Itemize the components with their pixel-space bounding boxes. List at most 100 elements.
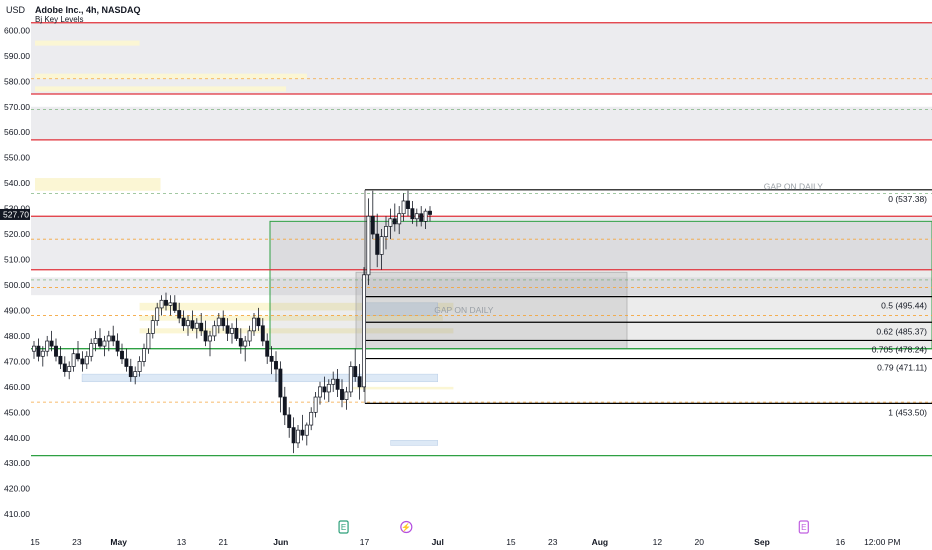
candle-body [76, 353, 80, 360]
candle-body [212, 325, 217, 337]
gap-box-daily [355, 271, 628, 350]
fib-label: 0.5 (495.44) [881, 301, 927, 311]
y-tick-label: 430.00 [4, 458, 30, 468]
candles-layer [32, 190, 432, 454]
pale-blue-box [390, 440, 438, 446]
zones-layer [31, 22, 932, 296]
labels-layer: 0 (537.38) 0.5 (495.44) 0.62 (485.37) 0.705… [434, 182, 927, 418]
currency-label[interactable]: USD [6, 5, 26, 15]
candle-body [159, 299, 164, 309]
candle-body [155, 307, 160, 322]
x-tick-label: 23 [548, 537, 558, 547]
candle-body [410, 208, 415, 220]
candle-body [203, 330, 208, 342]
gray-zone [31, 216, 932, 270]
event-label: E [341, 523, 346, 532]
candle-body [186, 320, 190, 327]
candle-body [45, 340, 50, 352]
candle-body [344, 391, 349, 400]
candle-body [414, 213, 419, 220]
candle-body [282, 396, 287, 416]
candle-body [177, 310, 182, 319]
event-label: E [801, 523, 806, 532]
candle-body [93, 338, 98, 344]
candle-body [392, 218, 397, 225]
pale-yellow-box [35, 86, 287, 92]
fib-label: 1 (453.50) [888, 407, 927, 417]
gray-zone [31, 106, 932, 140]
candle-body [194, 322, 199, 329]
levels-layer [31, 22, 932, 457]
candle-body [322, 386, 327, 393]
candle-body [32, 345, 36, 352]
candle-body [137, 361, 142, 372]
y-tick-label: 580.00 [4, 76, 30, 86]
y-tick-label: 550.00 [4, 153, 30, 163]
symbol-title[interactable]: Adobe Inc., 4h, NASDAQ [35, 5, 141, 15]
y-tick-label: 440.00 [4, 433, 30, 443]
pale-yellow-box [139, 328, 454, 334]
pale-yellow-box [139, 315, 443, 321]
candle-body [124, 358, 129, 367]
y-tick-label: 480.00 [4, 331, 30, 341]
candle-body [291, 427, 296, 444]
candle-body [146, 333, 151, 350]
candle-body [287, 414, 292, 428]
candle-body [300, 429, 305, 436]
candle-body [357, 376, 362, 388]
candle-body [238, 338, 243, 347]
pale-blue-box [81, 373, 438, 383]
earnings-event-icon [338, 520, 349, 534]
candle-body [247, 330, 252, 342]
x-tick-label: Sep [754, 537, 770, 547]
candle-body [362, 274, 366, 388]
x-tick-label: Aug [592, 537, 609, 547]
candle-body [84, 355, 89, 365]
candle-body [172, 302, 177, 311]
gap-annotation: GAP ON DAILY [434, 305, 494, 315]
current-price-badge [0, 208, 30, 220]
candle-body [71, 353, 76, 367]
candle-body [326, 383, 331, 393]
candle-body [234, 327, 239, 339]
pale-yellow-box [35, 73, 307, 79]
candle-body [375, 233, 380, 255]
candle-body [243, 340, 248, 347]
candle-body [102, 340, 107, 347]
candle-body [348, 366, 353, 393]
candle-body [133, 371, 138, 378]
candle-body [120, 350, 124, 360]
indicator-label[interactable]: Bj Key Levels [35, 15, 84, 24]
x-tick-label: Jun [273, 537, 288, 547]
gray-zone [31, 22, 932, 95]
candle-body [168, 302, 173, 306]
y-tick-label: 420.00 [4, 484, 30, 494]
x-tick-label: 12 [653, 537, 663, 547]
pale-yellow-box [139, 302, 454, 311]
candle-body [304, 424, 309, 436]
candle-body [401, 200, 406, 215]
candle-body [260, 325, 265, 342]
fib-label: 0.79 (471.11) [877, 363, 927, 373]
candle-body [40, 350, 45, 357]
y-tick-label: 410.00 [4, 509, 30, 519]
pale-yellow-box [35, 40, 140, 46]
candle-body [313, 396, 318, 413]
candle-body [318, 386, 322, 398]
x-tick-label: 15 [30, 537, 40, 547]
y-tick-label: 450.00 [4, 407, 30, 417]
candle-body [384, 226, 388, 237]
x-tick-label: 12:00 PM [864, 537, 900, 547]
event-label: ⚡ [401, 522, 411, 532]
candle-body [216, 317, 221, 327]
x-tick-label: Jul [432, 537, 444, 547]
x-tick-label: 17 [360, 537, 370, 547]
pale-yellow-box [348, 386, 454, 390]
y-tick-label: 540.00 [4, 178, 30, 188]
x-tick-label: 15 [506, 537, 516, 547]
y-tick-label: 590.00 [4, 51, 30, 61]
candle-body [428, 210, 432, 215]
candle-body [225, 325, 230, 334]
